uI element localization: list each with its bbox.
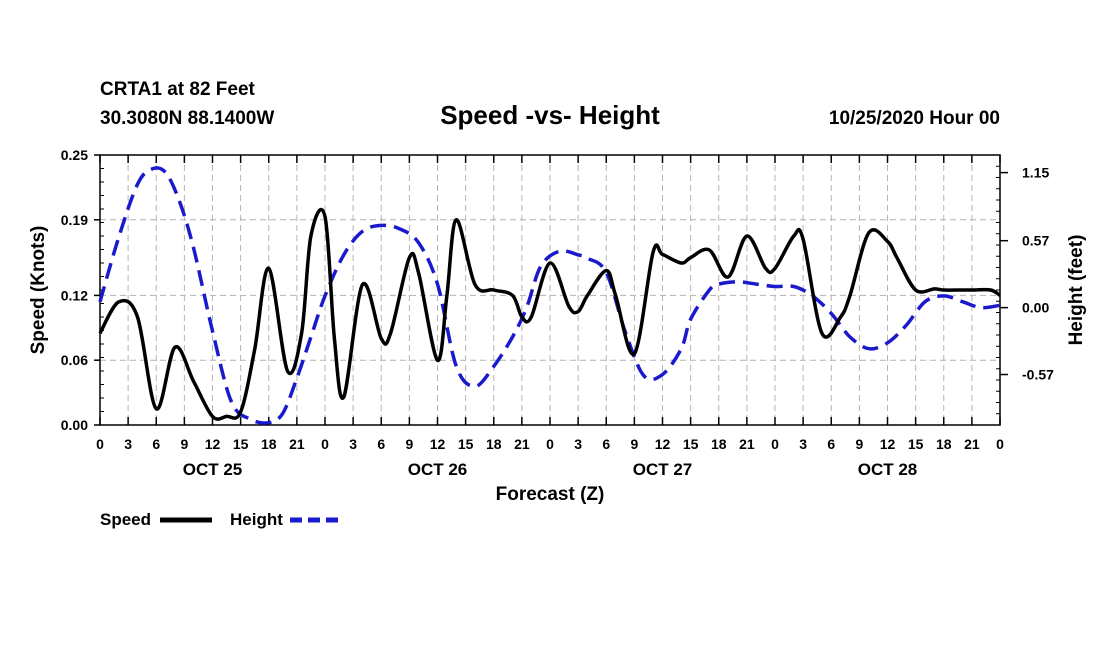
x-tick-label: 3: [574, 436, 582, 452]
x-tick-label: 9: [405, 436, 413, 452]
y-axis-label: Speed (Knots): [28, 226, 49, 355]
datetime-label: 10/25/2020 Hour 00: [829, 108, 1000, 129]
x-tick-label: 0: [771, 436, 779, 452]
x-tick-label: 12: [655, 436, 671, 452]
x-tick-label: 21: [289, 436, 305, 452]
chart-title: Speed -vs- Height: [440, 100, 660, 130]
y-tick-label: 0.06: [61, 352, 88, 368]
x-tick-label: 21: [739, 436, 755, 452]
x-tick-label: 12: [205, 436, 221, 452]
x-tick-label: 0: [546, 436, 554, 452]
x-tick-label: 3: [124, 436, 132, 452]
x-tick-label: 6: [152, 436, 160, 452]
x-tick-label: 15: [233, 436, 249, 452]
x-tick-label: 6: [827, 436, 835, 452]
x-tick-label: 6: [602, 436, 610, 452]
y2-axis-label: Height (feet): [1066, 235, 1087, 346]
y2-tick-label: -0.57: [1022, 367, 1054, 383]
legend: Speed Height: [100, 510, 342, 529]
x-tick-label: 18: [936, 436, 952, 452]
y-tick-label: 0.00: [61, 417, 88, 433]
x-tick-label: 9: [180, 436, 188, 452]
legend-height-label: Height: [230, 510, 283, 529]
x-tick-label: 6: [377, 436, 385, 452]
x-tick-label: 18: [261, 436, 277, 452]
x-day-label: OCT 25: [183, 460, 243, 479]
x-tick-label: 3: [349, 436, 357, 452]
x-tick-label: 0: [996, 436, 1004, 452]
x-tick-label: 0: [321, 436, 329, 452]
x-tick-label: 21: [514, 436, 530, 452]
x-tick-label: 18: [711, 436, 727, 452]
series-group: [98, 166, 1001, 425]
x-tick-label: 15: [458, 436, 474, 452]
x-tick-label: 12: [430, 436, 446, 452]
y2-tick-label: 0.00: [1022, 300, 1049, 316]
x-tick-label: 12: [880, 436, 896, 452]
series-height-line: [98, 166, 1001, 425]
x-tick-label: 9: [630, 436, 638, 452]
series-speed-line: [98, 207, 1001, 421]
y2-tick-label: 0.57: [1022, 233, 1049, 249]
x-day-label: OCT 28: [858, 460, 918, 479]
x-day-label: OCT 27: [633, 460, 693, 479]
station-label: CRTA1 at 82 Feet: [100, 79, 256, 100]
ticks: 0 3 6 9 12 15 18 21 0 3 6 9 12 15 18 21 0 3 6 9 12 15 18 21 0 3 6 9…: [61, 147, 1054, 479]
grid: [100, 155, 1000, 425]
x-axis-label: Forecast (Z): [496, 484, 605, 505]
y-tick-label: 0.12: [61, 287, 88, 303]
x-tick-label: 9: [855, 436, 863, 452]
x-tick-label: 0: [96, 436, 104, 452]
y-tick-label: 0.25: [61, 147, 88, 163]
y2-tick-label: 1.15: [1022, 165, 1049, 181]
x-tick-label: 3: [799, 436, 807, 452]
y-tick-label: 0.19: [61, 212, 88, 228]
x-day-label: OCT 26: [408, 460, 468, 479]
location-label: 30.3080N 88.1400W: [100, 108, 274, 129]
x-tick-label: 15: [683, 436, 699, 452]
legend-speed-label: Speed: [100, 510, 151, 529]
x-tick-label: 18: [486, 436, 502, 452]
x-tick-label: 15: [908, 436, 924, 452]
x-tick-label: 21: [964, 436, 980, 452]
